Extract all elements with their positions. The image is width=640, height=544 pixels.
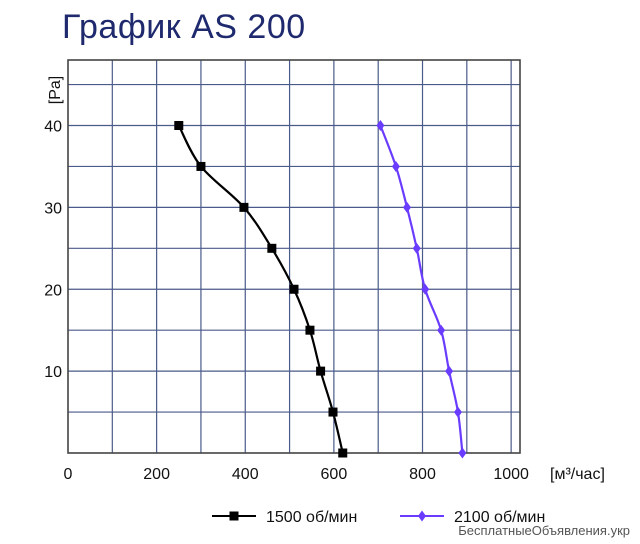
legend-label: 1500 об/мин [266,509,357,526]
y-tick-label: 10 [44,364,62,381]
data-point [305,325,315,335]
x-tick-label: 600 [321,466,348,483]
data-point [437,324,446,336]
data-point [376,120,385,131]
data-point [412,242,421,254]
series-layer [174,120,467,459]
data-point [391,160,400,172]
series-2 [376,120,467,459]
chart-title: График AS 200 [62,8,306,46]
data-point [445,365,454,377]
legend: 1500 об/мин 2100 об/мин [212,509,545,526]
legend-label: 2100 об/мин [454,509,545,526]
x-tick-label: 400 [232,466,259,483]
x-tick-label: 1000 [493,466,529,483]
y-tick-label: 30 [44,200,62,217]
data-point [316,366,326,376]
y-tick-label: 40 [44,119,62,136]
data-point [338,448,348,458]
data-point [174,121,184,130]
data-point [196,161,206,171]
legend-item: 2100 об/мин [400,509,545,526]
watermark: БесплатныеОбъявления.укр [458,523,630,538]
legend-item: 1500 об/мин [212,509,357,526]
data-point [458,447,467,459]
x-tick-label: 200 [143,466,170,483]
plot-frame [67,59,521,454]
data-point [239,202,249,212]
y-axis-label: [Pa] [47,76,64,104]
data-point [267,243,277,253]
grid [68,60,520,453]
x-axis-label: [м³/час] [550,466,605,483]
data-point [328,407,338,417]
x-tick-label: 0 [64,466,73,483]
legend-marker [418,510,426,522]
legend-marker [229,511,239,521]
data-point [453,406,462,418]
y-tick-label: 20 [44,282,62,299]
series-1 [174,121,348,458]
data-point [289,284,299,294]
data-point [421,283,430,295]
data-point [403,201,411,213]
x-tick-label: 800 [409,466,436,483]
